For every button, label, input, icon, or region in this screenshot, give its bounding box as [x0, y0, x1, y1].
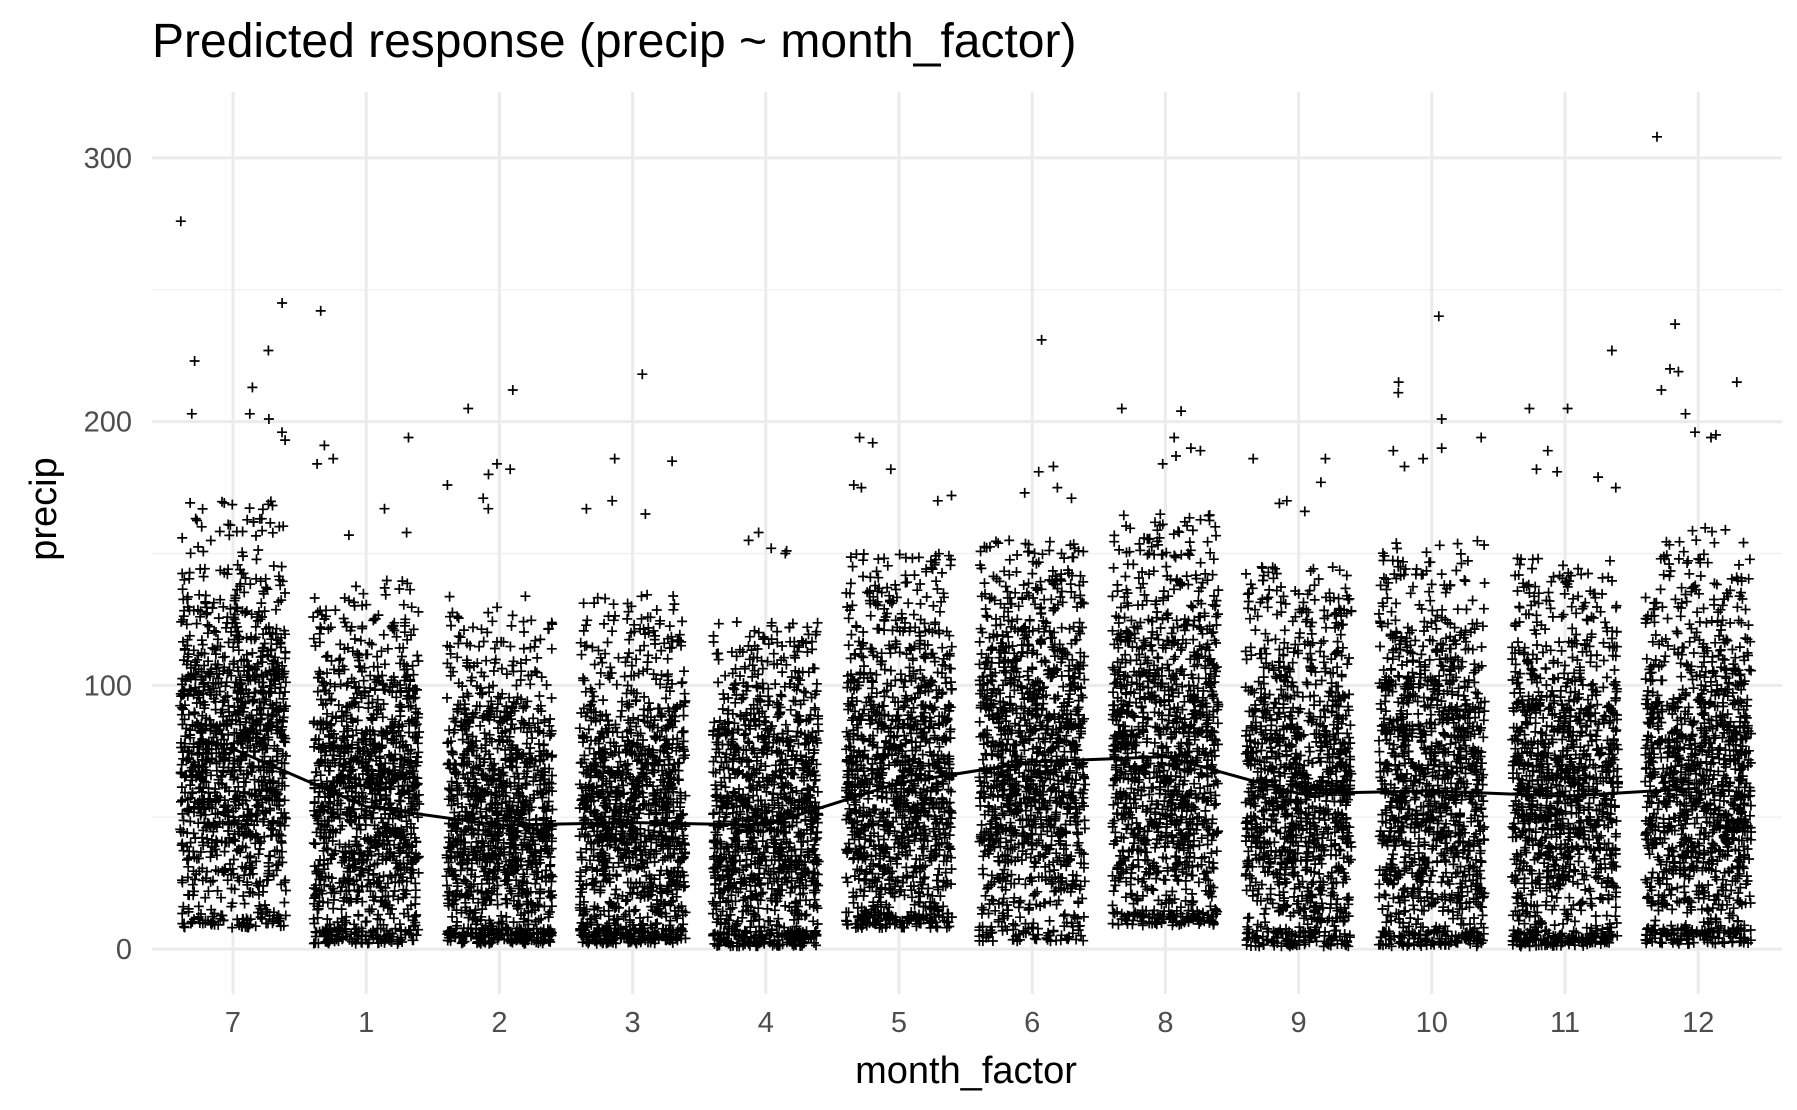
x-axis-title: month_factor	[855, 1050, 1077, 1092]
y-tick-label: 200	[84, 407, 132, 439]
x-tick-label: 12	[1682, 1007, 1714, 1039]
x-tick-label: 5	[891, 1007, 907, 1039]
x-tick-label: 7	[225, 1007, 241, 1039]
y-axis-title: precip	[23, 457, 65, 561]
x-tick-label: 2	[491, 1007, 507, 1039]
x-tick-label: 9	[1291, 1007, 1307, 1039]
fitted-line	[232, 747, 1699, 827]
x-tick-label: 3	[625, 1007, 641, 1039]
x-tick-label: 8	[1157, 1007, 1173, 1039]
x-tick-label: 1	[358, 1007, 374, 1039]
x-tick-label: 6	[1024, 1007, 1040, 1039]
y-tick-label: 0	[116, 934, 132, 966]
y-tick-label: 300	[84, 143, 132, 175]
data-points	[175, 131, 1757, 952]
x-tick-label: 10	[1416, 1007, 1448, 1039]
y-tick-label: 100	[84, 670, 132, 702]
x-tick-label: 11	[1550, 1007, 1580, 1039]
predicted-line	[232, 747, 1699, 827]
scatter-points	[175, 131, 1757, 952]
x-axis-ticks: 7 1 2 3 4 5 6 8 9 10 11 12	[225, 1007, 1714, 1039]
x-tick-label: 4	[758, 1007, 774, 1039]
y-axis-ticks: 0 100 200 300	[84, 143, 132, 966]
chart-title: Predicted response (precip ~ month_facto…	[152, 15, 1077, 68]
